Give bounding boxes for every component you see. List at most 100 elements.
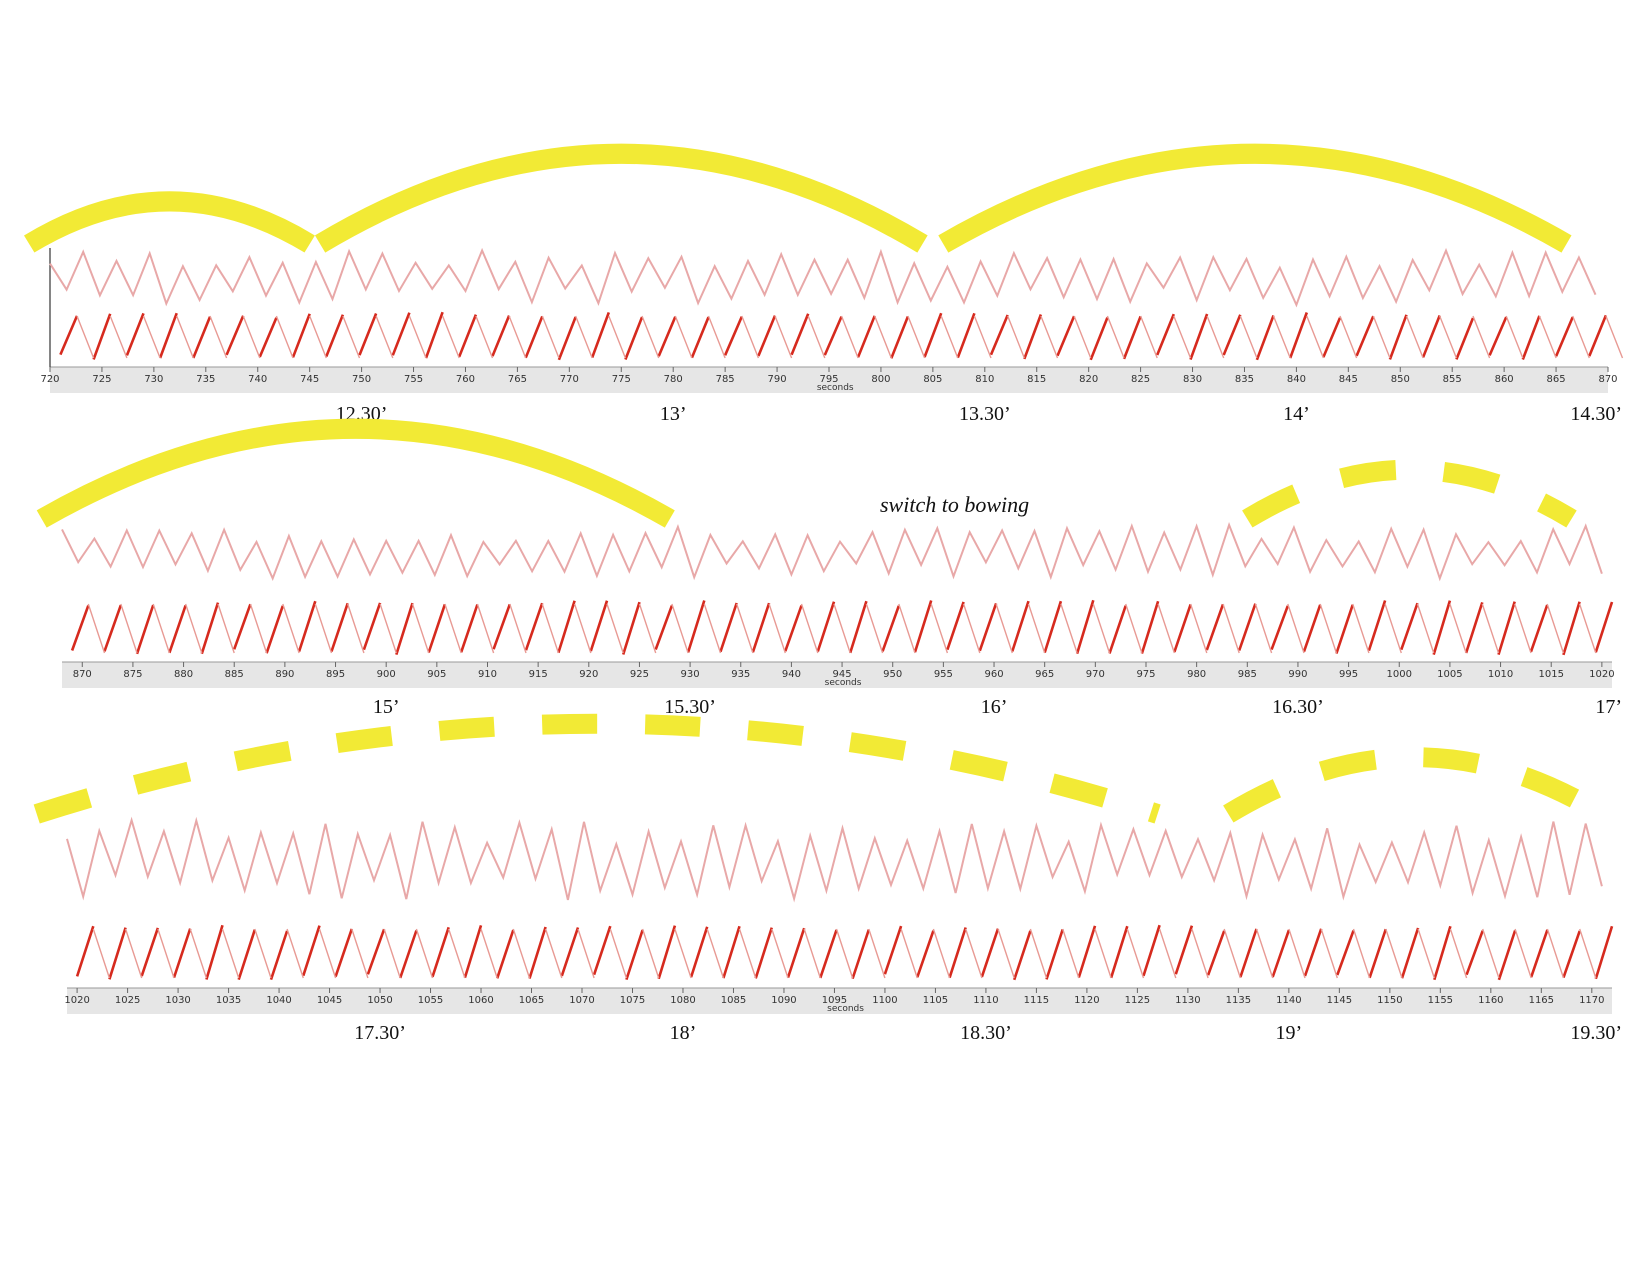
x-tick-label: 815	[1027, 374, 1046, 385]
x-tick-label: 1030	[165, 995, 190, 1006]
x-tick-label: 840	[1287, 374, 1306, 385]
phrase-arc	[314, 143, 928, 253]
x-tick-label: 725	[92, 374, 111, 385]
x-tick-label: 1045	[317, 995, 342, 1006]
minute-label: 13.30’	[959, 403, 1011, 425]
x-tick-label: 865	[1547, 374, 1566, 385]
timeline-row-1: 720 725 730 735 740 745 750 755 760 765 770 775 780 7…	[24, 143, 1624, 425]
x-axis-title: seconds	[827, 1004, 864, 1014]
x-tick-label: 970	[1086, 669, 1105, 680]
annotation-switch-to-bowing: switch to bowing	[880, 492, 1029, 517]
minute-label: 13’	[660, 403, 687, 425]
x-tick-label: 755	[404, 374, 423, 385]
minute-label: 18’	[670, 1022, 697, 1044]
x-tick-label: 790	[768, 374, 787, 385]
x-tick-label: 1040	[266, 995, 291, 1006]
x-tick-label: 1125	[1125, 995, 1150, 1006]
upper-trace	[61, 522, 1603, 582]
x-tick-label: 850	[1391, 374, 1410, 385]
minute-label: 16’	[981, 696, 1008, 718]
axis-band	[67, 988, 1612, 1014]
x-tick-label: 1080	[670, 995, 695, 1006]
timeline-row-2: 870 875 880 885 890 895 900 905 910 915 920 925 930 9…	[36, 418, 1622, 718]
lower-trace-falling	[76, 315, 1624, 359]
x-tick-label: 825	[1131, 374, 1150, 385]
x-tick-label: 935	[731, 669, 750, 680]
x-tick-label: 1105	[923, 995, 948, 1006]
x-tick-label: 1050	[367, 995, 392, 1006]
x-tick-label: 765	[508, 374, 527, 385]
x-tick-label: 975	[1136, 669, 1155, 680]
x-tick-label: 1120	[1074, 995, 1099, 1006]
minute-label: 15’	[373, 696, 400, 718]
x-tick-label: 985	[1238, 669, 1257, 680]
x-tick-label: 1110	[973, 995, 998, 1006]
x-tick-label: 940	[782, 669, 801, 680]
x-tick-label: 1100	[872, 995, 897, 1006]
x-tick-label: 750	[352, 374, 371, 385]
x-tick-label: 870	[73, 669, 92, 680]
x-tick-label: 785	[716, 374, 735, 385]
x-tick-label: 950	[883, 669, 902, 680]
x-tick-label: 870	[1598, 374, 1617, 385]
x-tick-label: 1000	[1387, 669, 1412, 680]
x-tick-label: 1065	[519, 995, 544, 1006]
x-tick-label: 875	[123, 669, 142, 680]
lower-trace-falling	[87, 603, 1597, 654]
x-tick-label: 1165	[1529, 995, 1554, 1006]
phrase-arc-dashed	[33, 713, 1161, 824]
x-tick-label: 990	[1288, 669, 1307, 680]
x-tick-label: 910	[478, 669, 497, 680]
lower-trace-rising	[75, 924, 1614, 981]
phrase-arc	[938, 143, 1572, 253]
x-tick-label: 1005	[1437, 669, 1462, 680]
x-tick-label: 1130	[1175, 995, 1200, 1006]
x-tick-label: 905	[427, 669, 446, 680]
x-tick-label: 1020	[1589, 669, 1614, 680]
lower-trace-falling	[92, 928, 1597, 979]
phrase-arc	[36, 418, 675, 528]
x-tick-label: 1015	[1538, 669, 1563, 680]
phrase-arc	[24, 191, 315, 253]
x-tick-label: 945	[833, 669, 852, 680]
x-tick-label: 980	[1187, 669, 1206, 680]
x-tick-label: 780	[664, 374, 683, 385]
minute-label: 17’	[1595, 696, 1622, 718]
x-tick-label: 1055	[418, 995, 443, 1006]
x-tick-label: 795	[819, 374, 838, 385]
timeline-row-3: 1020 1025 1030 1035 1040 1045 1050 1055 1060 1065…	[33, 713, 1622, 1044]
x-tick-label: 1075	[620, 995, 645, 1006]
minute-label: 14.30’	[1570, 403, 1622, 425]
x-tick-label: 1060	[468, 995, 493, 1006]
x-tick-label: 930	[681, 669, 700, 680]
lower-trace-rising	[70, 599, 1614, 656]
x-tick-label: 745	[300, 374, 319, 385]
x-tick-label: 895	[326, 669, 345, 680]
x-tick-label: 805	[923, 374, 942, 385]
x-tick-label: 915	[529, 669, 548, 680]
phrase-arc-dashed	[1242, 459, 1577, 528]
x-tick-label: 885	[225, 669, 244, 680]
x-tick-label: 1145	[1327, 995, 1352, 1006]
upper-trace	[49, 247, 1597, 308]
upper-trace	[66, 816, 1603, 903]
phrase-arc-dashed	[1223, 747, 1608, 823]
x-tick-label: 995	[1339, 669, 1358, 680]
x-tick-label: 735	[196, 374, 215, 385]
x-tick-label: 860	[1495, 374, 1514, 385]
x-tick-label: 1170	[1579, 995, 1604, 1006]
x-tick-label: 720	[40, 374, 59, 385]
minute-label: 19.30’	[1570, 1022, 1622, 1044]
x-tick-label: 880	[174, 669, 193, 680]
x-tick-label: 1085	[721, 995, 746, 1006]
minute-label: 15.30’	[664, 696, 716, 718]
x-tick-label: 855	[1443, 374, 1462, 385]
x-axis-title: seconds	[825, 678, 862, 688]
x-tick-label: 1035	[216, 995, 241, 1006]
x-tick-label: 955	[934, 669, 953, 680]
x-tick-label: 900	[377, 669, 396, 680]
x-tick-label: 770	[560, 374, 579, 385]
x-tick-label: 1020	[64, 995, 89, 1006]
x-tick-label: 1070	[569, 995, 594, 1006]
